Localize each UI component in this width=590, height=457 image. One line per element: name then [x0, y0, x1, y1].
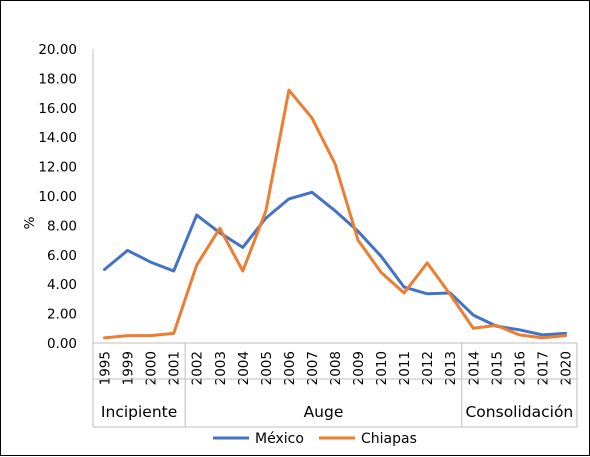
x-tick-label: 2010	[374, 351, 390, 385]
y-tick-label: 6.00	[47, 248, 77, 264]
x-tick-label: 2020	[558, 351, 574, 385]
y-tick-label: 4.00	[47, 277, 77, 293]
x-tick-label: 2002	[190, 351, 206, 385]
x-tick-label: 2003	[213, 351, 229, 385]
y-tick-label: 14.00	[38, 130, 77, 146]
series-line-chiapas	[103, 88, 567, 340]
y-tick-label: 20.00	[38, 42, 77, 58]
group-label: Incipiente	[101, 403, 177, 421]
x-tick-label: 2005	[259, 351, 275, 385]
x-tick-label: 2008	[328, 351, 344, 385]
y-tick-label: 12.00	[38, 160, 77, 176]
y-tick-label: 8.00	[47, 218, 77, 234]
group-label: Auge	[304, 403, 344, 421]
y-tick-label: 2.00	[47, 307, 77, 323]
x-tick-label: 2012	[420, 351, 436, 385]
y-tick-label: 0.00	[47, 336, 77, 352]
x-tick-label: 2017	[535, 351, 551, 385]
group-label: Consolidación	[465, 403, 573, 421]
x-tick-label: 2014	[466, 351, 482, 385]
series-line-m-xico	[103, 190, 567, 337]
x-tick-label: 2016	[512, 351, 528, 385]
x-tick-label: 2009	[351, 351, 367, 385]
x-tick-label: 2004	[236, 351, 252, 385]
x-tick-label: 1999	[121, 351, 137, 385]
y-axis-label: %	[22, 216, 38, 229]
y-tick-label: 16.00	[38, 101, 77, 117]
x-tick-label: 2006	[282, 351, 298, 385]
legend-label: México	[255, 431, 304, 447]
y-tick-label: 18.00	[38, 71, 77, 87]
x-tick-label: 2015	[489, 351, 505, 385]
x-tick-label: 1995	[98, 351, 114, 385]
x-tick-label: 2000	[144, 351, 160, 385]
y-tick-label: 10.00	[38, 189, 77, 205]
x-tick-label: 2007	[305, 351, 321, 385]
legend-label: Chiapas	[361, 431, 417, 447]
x-tick-label: 2013	[443, 351, 459, 385]
x-tick-label: 2011	[397, 351, 413, 385]
x-tick-label: 2001	[167, 351, 183, 385]
